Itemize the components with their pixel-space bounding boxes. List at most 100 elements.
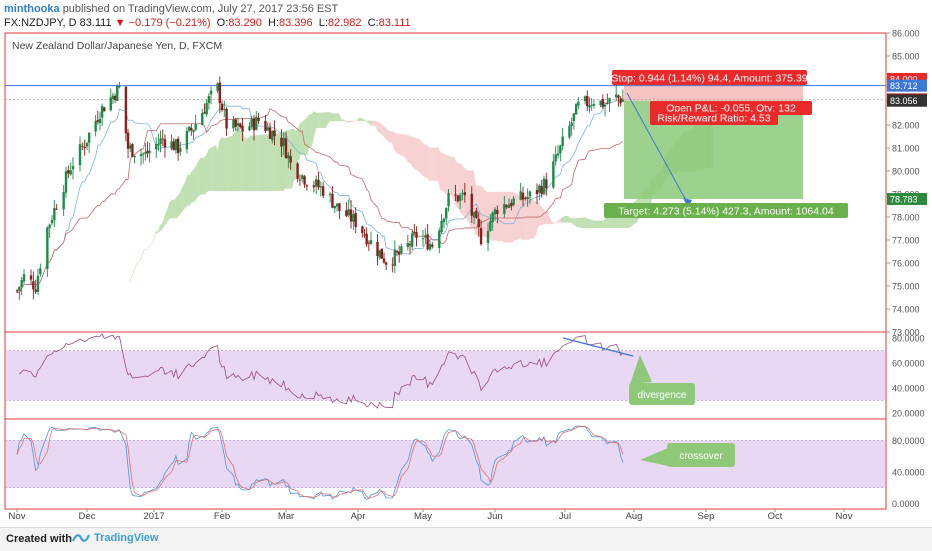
price-tick-label: 78.000: [892, 213, 920, 223]
candle: [376, 234, 378, 265]
tradingview-logo-icon: [72, 532, 90, 544]
candle: [34, 280, 36, 294]
ichimoku-cloud-slice: [344, 120, 346, 122]
candle: [53, 200, 55, 227]
ichimoku-cloud-slice: [517, 194, 519, 240]
ichimoku-cloud-slice: [452, 157, 454, 201]
candle: [559, 145, 561, 162]
candle-body: [606, 103, 608, 104]
candle: [69, 163, 71, 176]
ichimoku-cloud-slice: [237, 127, 239, 191]
candle-body: [370, 240, 372, 244]
candle-body: [400, 246, 402, 253]
candle-body: [219, 83, 221, 104]
ichimoku-cloud-slice: [179, 182, 185, 216]
ichimoku-cloud-slice: [410, 136, 412, 167]
candle-body: [454, 194, 456, 195]
candle: [210, 87, 212, 105]
time-tick-label: Sep: [698, 511, 715, 522]
rsi-tick-label: 20.0000: [892, 408, 925, 418]
candle-body: [588, 105, 590, 107]
candle-body: [235, 119, 237, 126]
candle: [223, 101, 225, 117]
candle-body: [267, 127, 269, 130]
ichimoku-cloud-slice: [550, 218, 552, 224]
price-tick-label: 86.000: [892, 29, 920, 39]
ichimoku-cloud-slice: [482, 187, 484, 237]
ichimoku-cloud-slice: [263, 135, 265, 191]
candle: [110, 89, 112, 112]
candle-body: [573, 113, 575, 121]
candle: [72, 157, 74, 179]
candle-body: [203, 112, 205, 113]
time-tick-label: Mar: [278, 511, 294, 522]
ichimoku-cloud-slice: [224, 136, 230, 191]
candle-body: [32, 281, 34, 289]
candle: [225, 107, 227, 136]
candle-body: [557, 154, 559, 156]
candle-body: [142, 154, 144, 155]
ichimoku-cloud-slice: [158, 225, 160, 232]
candle-body: [88, 133, 90, 143]
candle-body: [526, 197, 528, 199]
candle-body: [289, 156, 291, 162]
time-tick-label: Jun: [487, 511, 502, 522]
ichimoku-cloud-slice: [564, 216, 566, 223]
candle-body: [83, 147, 85, 148]
candle: [103, 107, 105, 112]
candle-body: [407, 243, 409, 247]
ichimoku-cloud-slice: [307, 115, 309, 155]
candle-body: [55, 209, 57, 210]
candle-body: [34, 290, 36, 293]
candle: [155, 138, 157, 158]
ichimoku-cloud-slice: [376, 121, 378, 132]
candle-body: [48, 225, 50, 229]
candle: [203, 103, 205, 113]
candle-body: [170, 141, 172, 148]
ichimoku-cloud-slice: [536, 202, 538, 235]
candle: [575, 103, 577, 115]
ichimoku-cloud-slice: [325, 112, 327, 127]
candle: [264, 115, 266, 133]
candle-body: [396, 251, 398, 252]
candle-body: [273, 130, 275, 136]
rsi-band: [6, 351, 885, 401]
candle: [385, 262, 387, 270]
risk-reward-label-text: Risk/Reward Ratio: 4.53: [657, 113, 770, 125]
candle-body: [201, 113, 203, 125]
ichimoku-cloud-slice: [146, 242, 153, 250]
ichimoku-cloud-slice: [222, 137, 224, 191]
candle: [248, 122, 250, 131]
candle-body: [415, 232, 417, 238]
ichimoku-cloud-slice: [531, 197, 533, 239]
candle-body: [376, 242, 378, 256]
candle: [415, 226, 417, 246]
ichimoku-cloud-slice: [330, 112, 332, 121]
candle-body: [368, 243, 370, 244]
candle-body: [140, 154, 142, 156]
candle-body: [127, 133, 129, 149]
ichimoku-cloud-slice: [341, 120, 343, 121]
ichimoku-cloud-slice: [172, 200, 174, 218]
candle: [23, 269, 25, 284]
chart-area[interactable]: Stop: 0.944 (1.14%) 94.4, Amount: 375.39…: [0, 0, 932, 527]
candle-body: [568, 126, 570, 138]
ichimoku-cloud-slice: [268, 134, 270, 191]
candle: [615, 85, 617, 101]
price-tick-label: 76.000: [892, 259, 920, 269]
ichimoku-cloud-slice: [585, 218, 587, 228]
tradingview-link[interactable]: TradingView: [72, 532, 159, 544]
candle: [354, 207, 356, 233]
target-label[interactable]: Target: 4.273 (5.14%) 427.3, Amount: 106…: [604, 203, 848, 218]
ichimoku-cloud-slice: [552, 222, 554, 224]
candle-body: [162, 139, 164, 140]
candle: [440, 214, 442, 234]
candle-body: [221, 104, 223, 110]
ichimoku-cloud-slice: [190, 172, 192, 206]
stop-label[interactable]: Stop: 0.944 (1.14%) 94.4, Amount: 375.39: [611, 70, 807, 85]
candle: [538, 184, 540, 201]
ichimoku-cloud-slice: [413, 137, 420, 172]
candle-body: [391, 264, 393, 265]
risk-reward-label[interactable]: Risk/Reward Ratio: 4.53: [650, 112, 778, 125]
ichimoku-cloud-slice: [587, 218, 594, 228]
